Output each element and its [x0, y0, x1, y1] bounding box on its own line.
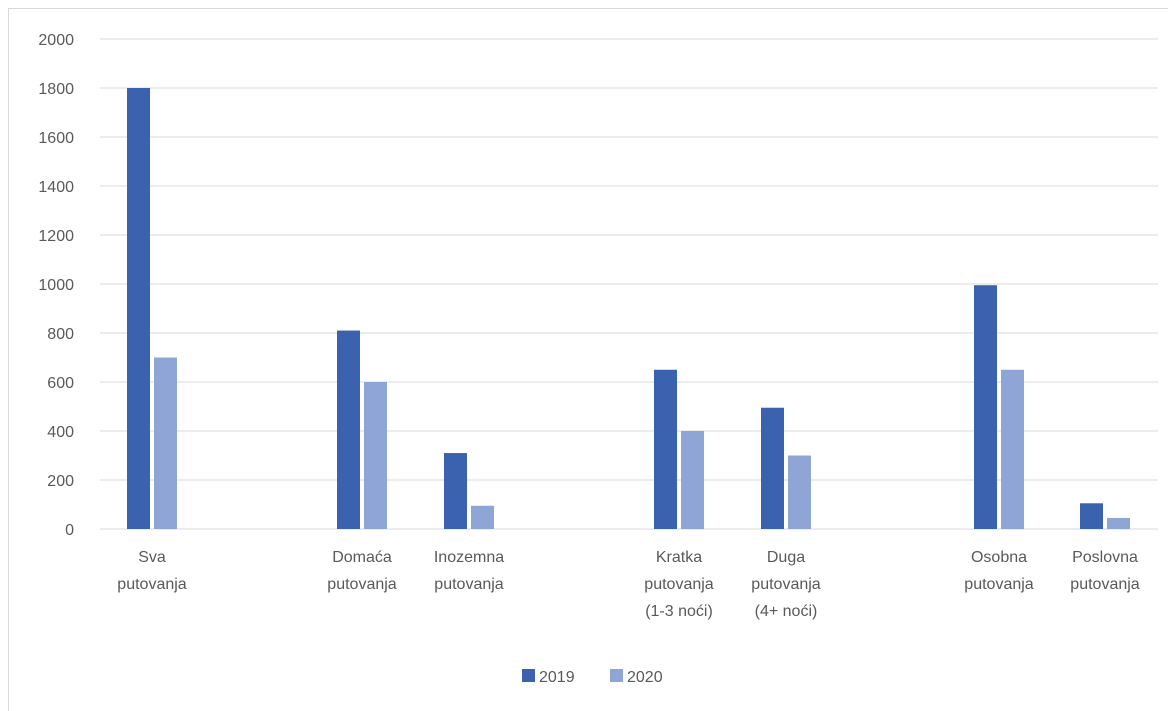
- legend-swatch-2020: [610, 669, 623, 682]
- y-tick-label: 0: [65, 522, 74, 539]
- x-category-label: putovanja: [327, 576, 396, 593]
- x-category-label: (4+ noći): [755, 603, 818, 620]
- chart-frame: [8, 8, 1168, 711]
- legend-swatch-2019: [522, 669, 535, 682]
- x-category-label: Domaća: [332, 549, 392, 566]
- bar-2020-6: [1107, 517, 1130, 529]
- x-category-label: putovanja: [117, 576, 186, 593]
- bar-2019-2: [444, 453, 467, 529]
- bar-2019-1: [337, 330, 360, 529]
- x-category-label: (1-3 noći): [645, 603, 713, 620]
- bar-2019-6: [1080, 503, 1103, 529]
- x-category-label: Kratka: [656, 549, 702, 566]
- y-tick-label: 1000: [38, 277, 74, 294]
- y-tick-label: 2000: [38, 32, 74, 49]
- bar-2020-3: [681, 431, 704, 529]
- bar-2020-5: [1001, 369, 1024, 529]
- x-category-label: putovanja: [644, 576, 713, 593]
- bar-2019-0: [127, 88, 150, 529]
- x-category-label: Poslovna: [1072, 549, 1138, 566]
- bar-2019-5: [974, 285, 997, 529]
- y-tick-label: 800: [47, 326, 74, 343]
- x-category-label: putovanja: [1070, 576, 1139, 593]
- legend-label-2019: 2019: [539, 669, 575, 686]
- y-tick-label: 1800: [38, 81, 74, 98]
- bar-2019-3: [654, 369, 677, 529]
- x-category-label: Sva: [138, 549, 166, 566]
- y-tick-label: 400: [47, 424, 74, 441]
- legend-label-2020: 2020: [627, 669, 663, 686]
- bar-2020-0: [154, 357, 177, 529]
- x-category-label: Osobna: [971, 549, 1027, 566]
- y-tick-label: 1600: [38, 130, 74, 147]
- y-tick-label: 200: [47, 473, 74, 490]
- y-tick-label: 1400: [38, 179, 74, 196]
- bar-2020-2: [471, 505, 494, 529]
- bar-2020-4: [788, 455, 811, 529]
- bar-2020-1: [364, 382, 387, 529]
- x-category-label: Duga: [767, 549, 805, 566]
- x-category-label: putovanja: [964, 576, 1033, 593]
- x-category-label: putovanja: [751, 576, 820, 593]
- y-tick-label: 600: [47, 375, 74, 392]
- x-category-label: putovanja: [434, 576, 503, 593]
- bar-2019-4: [761, 407, 784, 529]
- y-tick-label: 1200: [38, 228, 74, 245]
- x-category-label: Inozemna: [434, 549, 504, 566]
